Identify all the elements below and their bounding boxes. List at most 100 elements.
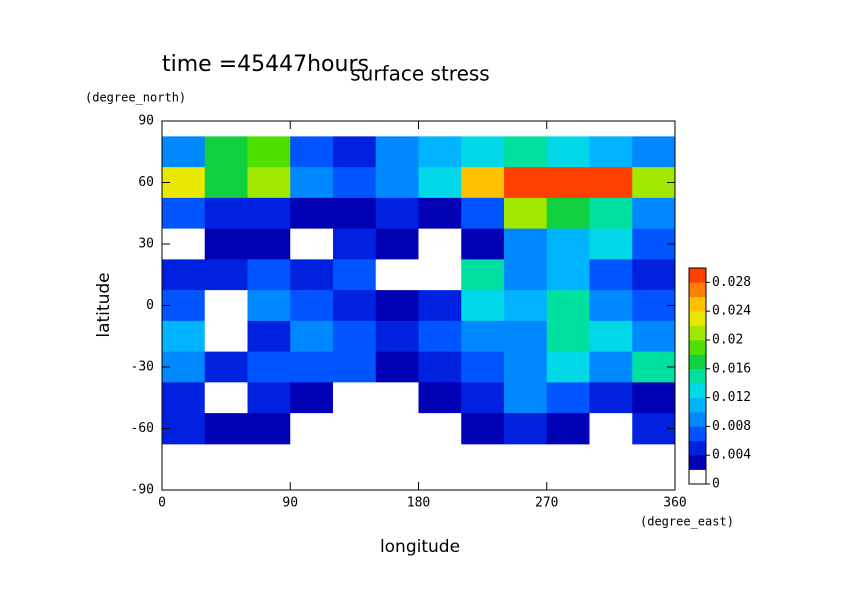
heat-cell — [461, 259, 505, 291]
heat-cell — [162, 136, 206, 168]
y-tick-label: -60 — [131, 421, 154, 436]
y-tick-label: -90 — [131, 483, 154, 498]
x-tick-label: 180 — [407, 496, 430, 511]
heat-cell — [333, 413, 377, 445]
heat-cell — [504, 413, 548, 445]
heat-cell — [418, 228, 462, 260]
x-tick-label: 270 — [535, 496, 558, 511]
heat-cell — [333, 197, 377, 230]
heat-cell — [162, 259, 206, 291]
y-tick-label: 90 — [138, 114, 154, 129]
colorbar-segment — [689, 397, 706, 413]
heat-cell — [504, 167, 548, 199]
time-annotation: time =45447hours — [162, 52, 369, 77]
heat-cell — [375, 413, 419, 445]
heat-cell — [632, 259, 676, 291]
heat-cell — [546, 382, 590, 414]
heat-cell — [461, 228, 505, 260]
colorbar-tick-label: 0 — [712, 477, 720, 492]
heat-cell — [589, 382, 633, 414]
heat-cell — [632, 320, 676, 353]
heat-cell — [504, 382, 548, 414]
heat-cell — [418, 136, 462, 168]
heat-cell — [589, 136, 633, 168]
heat-cell — [333, 290, 377, 322]
heat-cell — [546, 197, 590, 230]
heat-cell — [290, 382, 334, 414]
heat-cell — [375, 290, 419, 322]
colorbar-segment — [689, 383, 706, 398]
heat-cell — [375, 259, 419, 291]
heat-cell — [375, 228, 419, 260]
heat-cell — [504, 290, 548, 322]
heat-cell — [247, 259, 291, 291]
heat-cell — [162, 382, 206, 414]
heat-cell — [461, 197, 505, 230]
y-axis-label: latitude — [94, 272, 114, 337]
heat-cell — [461, 413, 505, 445]
heat-cell — [632, 197, 676, 230]
heat-cell — [589, 259, 633, 291]
heat-cell — [504, 197, 548, 230]
heat-cell — [290, 320, 334, 353]
heat-cell — [375, 320, 419, 353]
heat-cell — [418, 167, 462, 199]
colorbar-frame — [688, 267, 707, 485]
colorbar-tick-label: 0.024 — [712, 304, 751, 319]
colorbar-tick-label: 0.004 — [712, 448, 751, 463]
heat-cell — [290, 228, 334, 260]
x-tick-label: 90 — [282, 496, 298, 511]
heat-cell — [546, 228, 590, 260]
heat-cell — [632, 136, 676, 168]
heat-cell — [247, 136, 291, 168]
heat-cell — [589, 290, 633, 322]
heat-cell — [546, 351, 590, 383]
heat-cell — [204, 382, 248, 414]
heat-cell — [290, 413, 334, 445]
heat-cell — [375, 197, 419, 230]
heat-cell — [247, 228, 291, 260]
heat-cell — [247, 290, 291, 322]
heat-cell — [461, 167, 505, 199]
heat-cell — [461, 351, 505, 383]
heat-cell — [418, 259, 462, 291]
heat-cell — [204, 351, 248, 383]
y-tick-label: -30 — [131, 360, 154, 375]
x-axis-label: longitude — [380, 537, 460, 557]
heat-cell — [247, 413, 291, 445]
heat-cell — [333, 320, 377, 353]
colorbar-segment — [689, 368, 706, 384]
heat-cell — [247, 197, 291, 230]
heat-cell — [546, 413, 590, 445]
y-tick-label: 0 — [146, 298, 154, 313]
heat-cell — [375, 167, 419, 199]
heat-cell — [204, 197, 248, 230]
heat-cell — [333, 167, 377, 199]
colorbar-segment — [689, 354, 706, 370]
colorbar-segment — [689, 268, 706, 283]
heat-cell — [589, 167, 633, 199]
heat-cell — [418, 351, 462, 383]
heat-cell — [632, 382, 676, 414]
heat-cell — [504, 136, 548, 168]
heat-cell — [418, 290, 462, 322]
heat-cell — [589, 228, 633, 260]
heat-cell — [418, 382, 462, 414]
x-tick-label: 0 — [158, 496, 166, 511]
heat-cell — [461, 290, 505, 322]
colorbar-segment — [689, 282, 706, 298]
x-tick-label: 360 — [663, 496, 686, 511]
heat-cell — [204, 413, 248, 445]
heat-cell — [290, 351, 334, 383]
heat-cell — [204, 320, 248, 353]
heat-cell — [247, 382, 291, 414]
heat-cell — [204, 290, 248, 322]
colorbar-tick-label: 0.012 — [712, 390, 751, 405]
heat-cell — [504, 351, 548, 383]
heat-cell — [247, 167, 291, 199]
heat-cell — [290, 136, 334, 168]
heat-cell — [589, 413, 633, 445]
colorbar-segment — [689, 311, 706, 326]
colorbar-segment — [689, 296, 706, 312]
